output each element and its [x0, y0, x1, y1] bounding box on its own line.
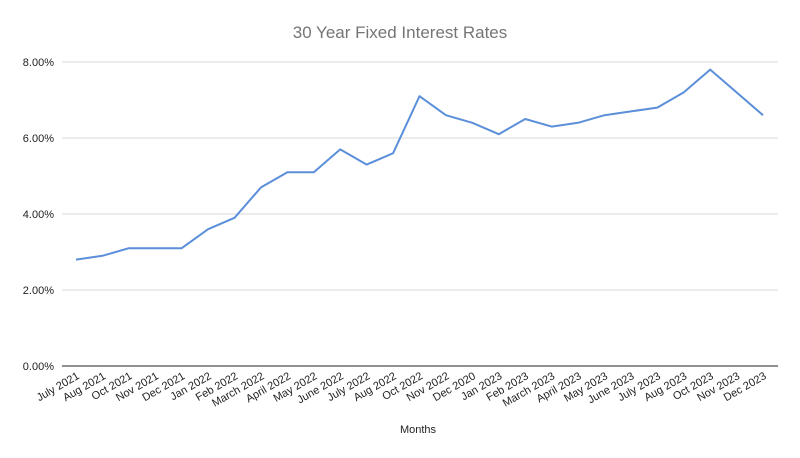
data-point [549, 124, 555, 130]
y-tick-label: 0.00% [23, 361, 54, 373]
data-point [99, 253, 105, 259]
data-point [258, 184, 264, 190]
data-point [443, 112, 449, 118]
data-point [284, 169, 290, 175]
data-point [628, 108, 634, 114]
y-tick-label: 8.00% [23, 57, 54, 69]
gridlines [62, 61, 778, 367]
chart-title: 30 Year Fixed Interest Rates [293, 23, 508, 42]
y-tick-label: 6.00% [23, 133, 54, 145]
data-point [707, 67, 713, 73]
data-point [654, 105, 660, 111]
data-point [205, 226, 211, 232]
x-axis-label: Months [400, 424, 437, 436]
data-point [337, 146, 343, 152]
data-point [734, 89, 740, 95]
y-axis-tick-labels: 0.00% 2.00% 4.00% 6.00% 8.00% [23, 57, 54, 373]
data-point [575, 120, 581, 126]
data-point [681, 89, 687, 95]
data-point [232, 215, 238, 221]
data-point [152, 245, 158, 251]
data-point [73, 257, 79, 263]
data-point [469, 120, 475, 126]
data-point [311, 169, 317, 175]
data-point [496, 131, 502, 137]
data-point [760, 112, 766, 118]
data-point [390, 150, 396, 156]
data-point [364, 162, 370, 168]
data-point [522, 116, 528, 122]
data-point [126, 245, 132, 251]
y-tick-label: 4.00% [23, 209, 54, 221]
data-point [417, 93, 423, 99]
data-point [602, 112, 608, 118]
series-layer [73, 67, 766, 263]
data-point [179, 245, 185, 251]
series-line [75, 68, 764, 261]
y-tick-label: 2.00% [23, 285, 54, 297]
